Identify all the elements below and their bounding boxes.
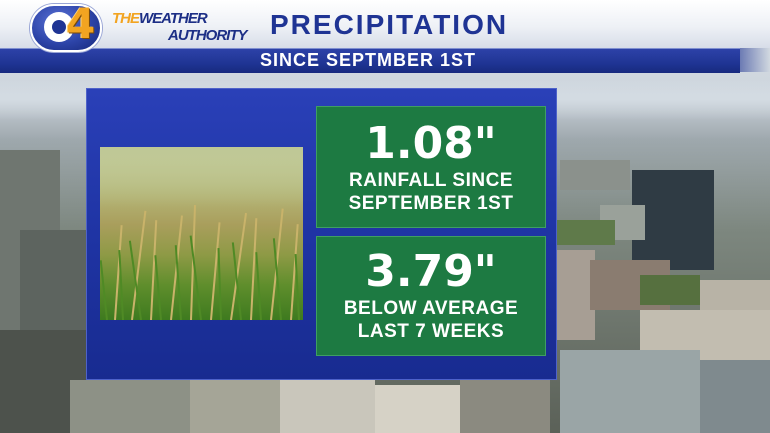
photo-blur	[100, 147, 303, 207]
building	[560, 350, 700, 433]
stat-value: 3.79"	[365, 246, 497, 297]
grass-blade	[217, 248, 222, 320]
dry-grass-photo	[100, 147, 303, 320]
building	[280, 378, 375, 433]
trees	[555, 220, 615, 245]
brand-weather: WEATHER	[139, 10, 208, 27]
stat-box-deficit: 3.79" BELOW AVERAGE LAST 7 WEEKS	[316, 236, 546, 356]
building	[700, 360, 770, 433]
building	[190, 380, 280, 433]
grass-blade	[100, 260, 108, 320]
header-banner	[0, 0, 770, 48]
building	[632, 170, 714, 270]
stat-label-line-1: RAINFALL SINCE	[349, 170, 513, 191]
subtitle-bar-edge	[740, 48, 770, 72]
logo-number: 4	[66, 0, 96, 48]
grass-blade	[154, 255, 162, 320]
cbs-eye-pupil	[52, 20, 66, 34]
building	[70, 380, 190, 433]
stat-value: 1.08"	[365, 118, 497, 169]
trees	[640, 275, 700, 305]
brand-line-1: THEWEATHER	[112, 10, 208, 27]
page-subtitle: SINCE SEPTMBER 1ST	[260, 50, 477, 70]
grass-blade	[118, 250, 124, 320]
stat-label-line-2: SEPTEMBER 1ST	[348, 193, 514, 214]
stat-label-line-2: LAST 7 WEEKS	[357, 321, 505, 342]
building	[460, 376, 550, 433]
stat-label-line-1: BELOW AVERAGE	[343, 298, 519, 319]
building	[560, 160, 630, 190]
stat-box-rainfall: 1.08" RAINFALL SINCE SEPTEMBER 1ST	[316, 106, 546, 228]
subtitle-bar	[0, 48, 740, 73]
logo-badge	[30, 4, 102, 52]
grass-blade	[255, 252, 262, 320]
page-title: PRECIPITATION	[270, 9, 509, 40]
grass-blade	[294, 254, 300, 320]
brand-line-2: AUTHORITY	[168, 27, 247, 44]
brand-the: THE	[112, 10, 140, 27]
building	[555, 250, 595, 340]
building	[375, 385, 460, 433]
